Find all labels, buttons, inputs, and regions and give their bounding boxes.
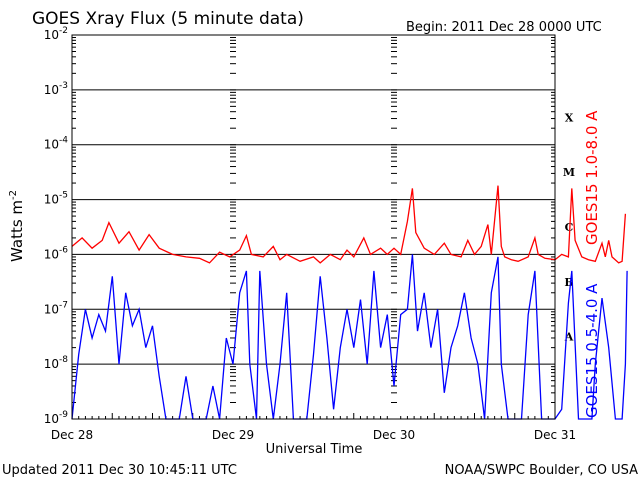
flare-class-label: C [565, 221, 574, 234]
y-tick-label: 10-6 [44, 245, 69, 261]
y-axis-ticks: 10-9 10-8 10-7 10-6 10-5 10-4 10-3 10-2 [44, 26, 69, 426]
flare-class-labels: A B C M X [563, 111, 575, 343]
series-line-long [71, 185, 627, 264]
x-tick-label: Dec 29 [212, 428, 254, 442]
y-axis-label: Watts m-2 [8, 190, 26, 262]
credit-label: NOAA/SWPC Boulder, CO USA [445, 463, 638, 478]
legend-short-channel: GOES15 0.5-4.0 A [583, 283, 601, 418]
updated-timestamp: Updated 2011 Dec 30 10:45:11 UTC [2, 463, 237, 478]
flare-class-label: A [564, 331, 574, 344]
x-tick-label: Dec 31 [534, 428, 576, 442]
flare-class-label: B [564, 276, 573, 289]
flare-class-label: M [563, 166, 575, 179]
x-axis-ticks: Dec 28 Dec 29 Dec 30 Dec 31 [51, 428, 576, 442]
minor-ticks [72, 37, 555, 420]
y-tick-label: 10-5 [44, 191, 68, 207]
y-tick-label: 10-7 [44, 300, 68, 316]
begin-label: Begin: 2011 Dec 28 0000 UTC [406, 20, 602, 35]
x-tick-label: Dec 28 [51, 428, 93, 442]
flare-class-label: X [565, 111, 574, 124]
chart-title: GOES Xray Flux (5 minute data) [32, 9, 304, 29]
y-tick-label: 10-4 [44, 136, 69, 152]
plot-frame [71, 34, 556, 420]
x-tick-label: Dec 30 [373, 428, 415, 442]
series-line-short [71, 254, 628, 420]
gridlines [72, 89, 555, 365]
y-tick-label: 10-8 [44, 355, 69, 371]
legend-long-channel: GOES15 1.0-8.0 A [583, 110, 601, 245]
y-tick-label: 10-3 [44, 81, 68, 97]
y-tick-label: 10-2 [44, 26, 68, 42]
y-tick-label: 10-9 [44, 410, 69, 426]
x-axis-label: Universal Time [266, 442, 363, 457]
